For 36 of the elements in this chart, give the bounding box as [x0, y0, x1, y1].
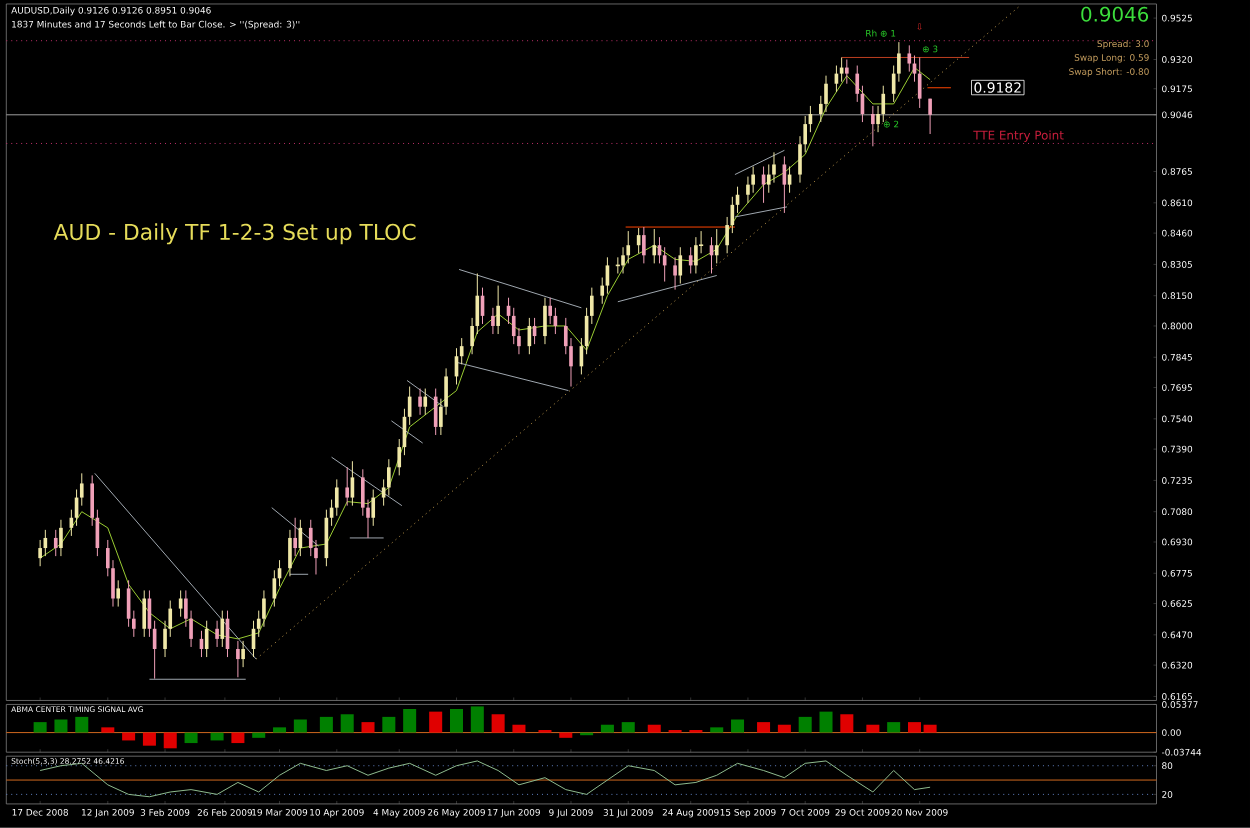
bar	[798, 716, 812, 733]
bar	[163, 732, 177, 749]
bar	[647, 724, 661, 733]
bar	[777, 724, 791, 733]
bar	[293, 719, 307, 733]
bar	[142, 732, 156, 746]
bar	[340, 714, 354, 733]
bar	[231, 732, 245, 744]
bar	[840, 714, 854, 733]
bar	[621, 722, 635, 733]
bar	[101, 727, 115, 733]
bar	[731, 719, 745, 733]
bar	[361, 722, 375, 733]
bar	[866, 724, 880, 733]
bar	[273, 727, 287, 733]
bar	[403, 709, 417, 733]
bar	[491, 714, 505, 733]
bar	[600, 724, 614, 733]
bar	[470, 706, 484, 733]
bar	[382, 716, 396, 733]
annotation: 0.9046	[1081, 6, 1149, 22]
bar	[184, 732, 198, 744]
bar	[54, 719, 68, 733]
bar	[559, 732, 573, 738]
bar	[429, 711, 443, 733]
bar	[757, 722, 771, 733]
bar	[75, 716, 89, 733]
bar	[449, 709, 463, 733]
bar	[319, 716, 333, 733]
text: AUD - Daily TF 1-2-3 Set up TLOC	[53, 223, 416, 245]
bar	[819, 711, 833, 733]
bar	[33, 722, 47, 733]
bar	[710, 727, 724, 733]
bar	[252, 732, 266, 738]
bar	[512, 724, 526, 733]
bar	[887, 722, 901, 733]
